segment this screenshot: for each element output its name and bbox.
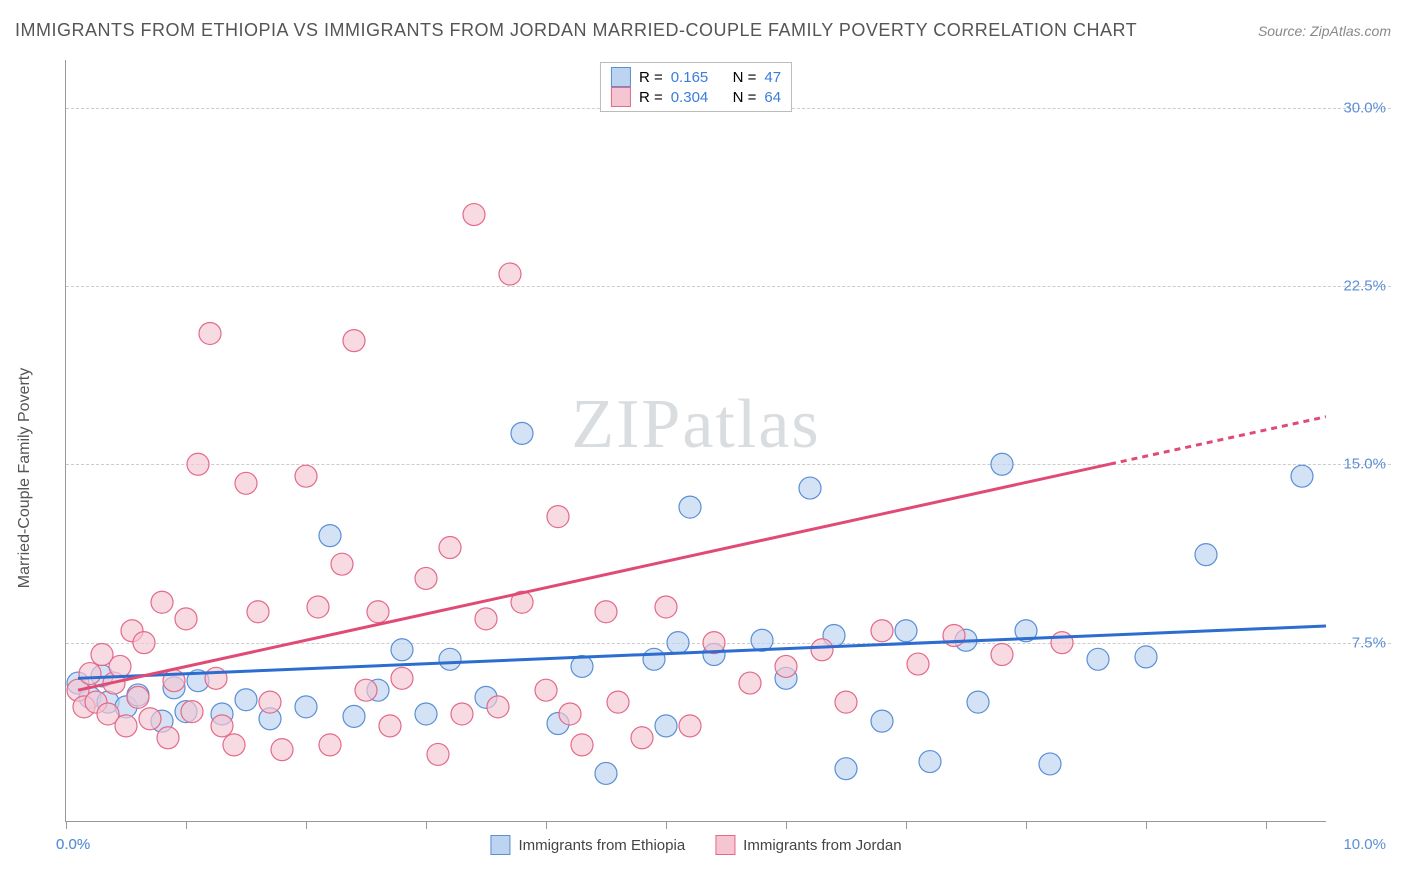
- legend-R-label: R =: [639, 69, 663, 86]
- legend-stats: R = 0.165 N = 47 R = 0.304 N = 64: [600, 62, 792, 112]
- y-axis-label: Married-Couple Family Poverty: [16, 367, 34, 588]
- legend-N-label: N =: [733, 69, 757, 86]
- legend-R-value-1: 0.165: [671, 69, 709, 86]
- legend-N-value-2: 64: [764, 89, 781, 106]
- swatch-series-2: [611, 87, 631, 107]
- source-label: Source: ZipAtlas.com: [1258, 23, 1391, 39]
- chart-title: IMMIGRANTS FROM ETHIOPIA VS IMMIGRANTS F…: [15, 20, 1137, 41]
- legend-N-label: N =: [733, 89, 757, 106]
- plot-svg: [66, 60, 1326, 821]
- legend-stats-row-2: R = 0.304 N = 64: [611, 87, 781, 107]
- legend-R-label: R =: [639, 89, 663, 106]
- chart-area: Married-Couple Family Poverty ZIPatlas R…: [15, 60, 1391, 877]
- swatch-series-1: [611, 67, 631, 87]
- legend-R-value-2: 0.304: [671, 89, 709, 106]
- legend-stats-row-1: R = 0.165 N = 47: [611, 67, 781, 87]
- plot-region: ZIPatlas R = 0.165 N = 47 R = 0.304 N = …: [65, 60, 1326, 822]
- legend-N-value-1: 47: [764, 69, 781, 86]
- chart-header: IMMIGRANTS FROM ETHIOPIA VS IMMIGRANTS F…: [15, 20, 1391, 41]
